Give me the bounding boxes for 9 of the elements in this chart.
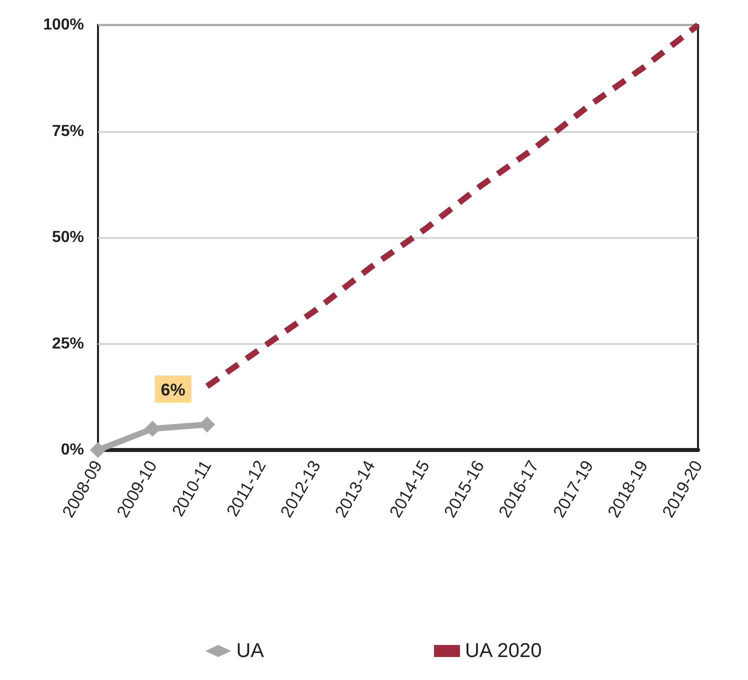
legend-label: UA 2020 (464, 640, 542, 662)
point (90, 442, 106, 458)
y-tick-label: 75% (52, 122, 84, 140)
legend-label: UA (236, 640, 265, 662)
data-label: 6% (160, 380, 186, 400)
y-tick-label: 0% (60, 442, 84, 458)
y-tick-label: 25% (52, 335, 84, 352)
y-tick-label: 50% (52, 229, 84, 246)
y-tick-label: 100% (43, 16, 84, 34)
